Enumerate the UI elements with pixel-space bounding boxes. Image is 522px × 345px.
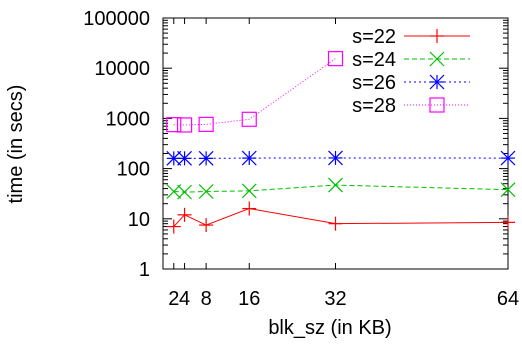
marker-square bbox=[198, 116, 214, 132]
data-point bbox=[198, 150, 214, 166]
data-point bbox=[328, 216, 343, 231]
data-point bbox=[176, 117, 193, 133]
data-point bbox=[199, 218, 214, 233]
marker-square bbox=[176, 117, 193, 133]
y-axis: 1 10 100 1000 10000 100000 bbox=[83, 8, 508, 281]
x-tick-label: 16 bbox=[238, 288, 260, 310]
legend: s=22s=24s=26s=28 bbox=[352, 26, 470, 117]
y-tick-label: 10 bbox=[128, 209, 150, 231]
series-line bbox=[173, 208, 509, 227]
data-point bbox=[241, 111, 257, 127]
y-tick-label: 100 bbox=[117, 159, 150, 181]
data-point bbox=[241, 150, 257, 166]
x-tick-label: 2 bbox=[168, 288, 179, 310]
data-point bbox=[429, 51, 445, 67]
x-tick-label: 8 bbox=[201, 288, 212, 310]
series-s-22 bbox=[166, 201, 515, 234]
x-tick-label: 4 bbox=[179, 288, 190, 310]
legend-label: s=22 bbox=[352, 26, 396, 48]
data-point bbox=[177, 150, 192, 166]
data-point bbox=[328, 177, 343, 193]
marker-stroke bbox=[500, 150, 516, 166]
data-point bbox=[166, 117, 182, 133]
data-point bbox=[177, 184, 192, 200]
y-tick-label: 1 bbox=[139, 259, 150, 281]
data-point bbox=[429, 74, 445, 90]
plot-frame bbox=[162, 17, 509, 270]
marker-stroke bbox=[241, 150, 257, 166]
x-axis-label: blk_sz (in KB) bbox=[268, 317, 391, 339]
data-point bbox=[166, 219, 181, 234]
marker-stroke bbox=[241, 183, 257, 199]
marker-stroke bbox=[177, 184, 192, 200]
data-point bbox=[198, 116, 214, 132]
marker-stroke bbox=[198, 184, 214, 199]
y-axis-label: time (in secs) bbox=[5, 85, 27, 204]
data-point bbox=[241, 183, 257, 199]
data-point bbox=[242, 201, 257, 216]
series-line bbox=[173, 184, 509, 193]
legend-label: s=24 bbox=[352, 49, 396, 71]
legend-item: s=22 bbox=[352, 26, 470, 48]
marker-square bbox=[241, 111, 257, 127]
legend-label: s=26 bbox=[352, 72, 396, 94]
marker-square bbox=[429, 97, 445, 113]
data-point bbox=[501, 215, 515, 230]
marker-stroke bbox=[166, 150, 182, 166]
marker-stroke bbox=[198, 150, 214, 166]
data-point bbox=[500, 150, 516, 166]
legend-item: s=28 bbox=[352, 95, 470, 117]
x-tick-label: 32 bbox=[324, 288, 346, 310]
plot-area bbox=[162, 17, 509, 270]
series-s-28 bbox=[166, 51, 344, 133]
marker-stroke bbox=[500, 182, 516, 198]
data-point bbox=[429, 97, 445, 113]
data-point bbox=[430, 29, 444, 43]
marker-stroke bbox=[429, 74, 445, 90]
data-point bbox=[327, 51, 344, 67]
series-s-24 bbox=[166, 177, 516, 200]
y-tick-label: 10000 bbox=[94, 58, 150, 80]
x-tick-label: 64 bbox=[497, 288, 519, 310]
legend-label: s=28 bbox=[352, 95, 396, 117]
series-layer bbox=[166, 51, 516, 234]
series-s-26 bbox=[166, 150, 516, 166]
marker-stroke bbox=[177, 150, 192, 166]
data-point bbox=[328, 150, 343, 166]
marker-stroke bbox=[429, 51, 445, 67]
legend-item: s=26 bbox=[352, 72, 470, 94]
data-point bbox=[177, 207, 192, 222]
y-tick-label: 1000 bbox=[106, 108, 151, 130]
data-point bbox=[198, 184, 214, 199]
data-point bbox=[500, 182, 516, 198]
legend-item: s=24 bbox=[352, 49, 470, 71]
marker-stroke bbox=[328, 150, 343, 166]
marker-square bbox=[327, 51, 344, 67]
marker-stroke bbox=[328, 177, 343, 193]
marker-square bbox=[166, 117, 182, 133]
x-axis: 2 4 8 16 32 64 bbox=[168, 18, 519, 310]
series-line bbox=[173, 58, 336, 126]
y-tick-label: 100000 bbox=[83, 8, 150, 30]
